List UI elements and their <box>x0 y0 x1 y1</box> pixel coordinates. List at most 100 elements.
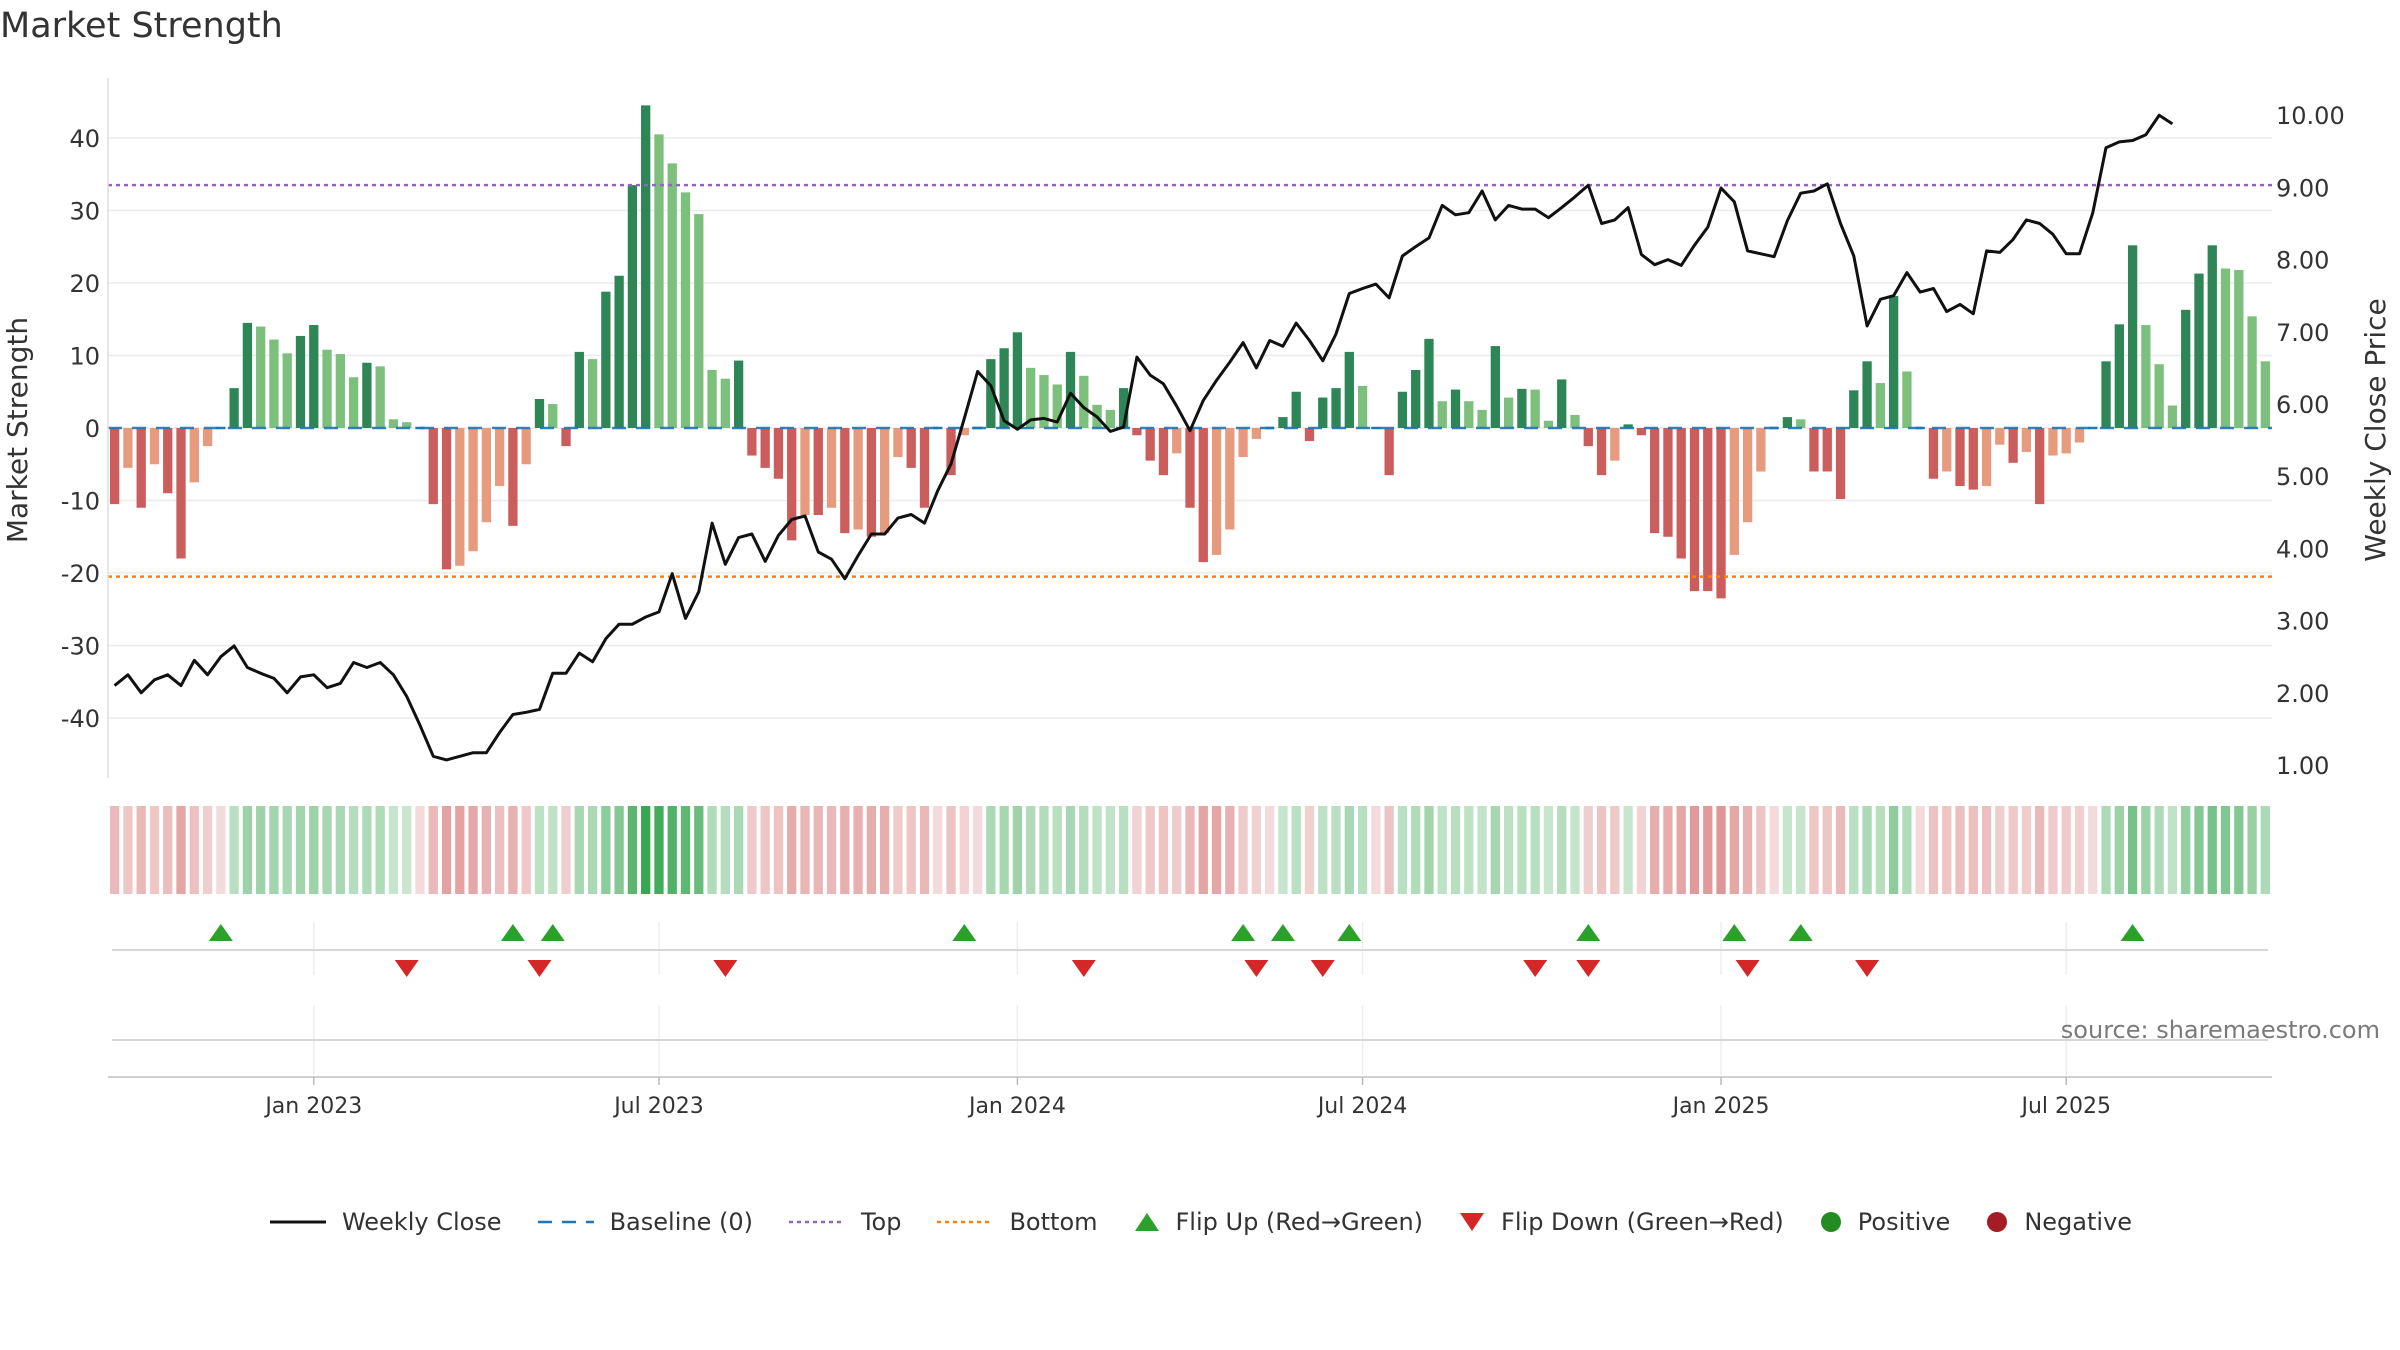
heat-cell <box>1570 806 1580 894</box>
heat-cell <box>1716 806 1726 894</box>
strength-bar <box>694 214 704 428</box>
heat-cell <box>1742 806 1753 894</box>
legend-item-baseline[interactable]: Baseline (0) <box>536 1208 753 1236</box>
heat-cell <box>1251 806 1262 894</box>
red-dot-icon <box>1987 1212 2008 1232</box>
legend-item-top[interactable]: Top <box>787 1208 901 1236</box>
strength-bar <box>189 428 199 483</box>
heat-cell <box>2207 806 2217 894</box>
strength-bar <box>1995 428 2005 445</box>
strength-bar <box>2074 428 2085 443</box>
heat-cell <box>1012 806 1023 894</box>
strength-bar <box>1849 390 1859 428</box>
strength-bar <box>494 428 505 486</box>
heat-cell <box>1902 806 1912 894</box>
legend-item-flip-down[interactable]: Flip Down (Green→Red) <box>1457 1208 1784 1236</box>
heat-cell <box>1238 806 1248 894</box>
heat-cell <box>322 806 332 894</box>
strength-bar <box>176 428 186 559</box>
axis-labels: Market Strength Weekly Close Price <box>1 298 2392 561</box>
x-tick-label: Jul 2024 <box>1316 1094 1408 1119</box>
heat-cell <box>402 806 412 894</box>
heat-cell <box>494 806 505 894</box>
strength-bar <box>1065 351 1076 428</box>
strength-bar <box>1344 351 1354 428</box>
heat-cell <box>1875 806 1886 894</box>
strength-bar <box>2154 364 2164 428</box>
heat-cell <box>972 806 983 894</box>
heat-cell <box>2260 806 2271 894</box>
heat-cell <box>136 806 146 894</box>
strength-bar <box>2181 309 2191 428</box>
strength-bar <box>959 428 969 436</box>
legend-label: Bottom <box>1009 1208 1098 1236</box>
heat-cell <box>720 806 730 894</box>
legend-label: Positive <box>1857 1208 1951 1236</box>
strength-bar <box>733 360 744 428</box>
strength-bar <box>1888 296 1899 428</box>
strength-bar <box>123 428 133 468</box>
flip-down-marker <box>1310 960 1335 977</box>
line-icon <box>269 1220 326 1224</box>
green-dot-icon <box>1820 1212 1841 1232</box>
strength-bar <box>1411 370 1421 428</box>
y2-tick-label: 6.00 <box>2276 391 2329 419</box>
heat-cell <box>587 806 598 894</box>
legend-item-weekly-close[interactable]: Weekly Close <box>268 1208 502 1236</box>
strength-bar <box>1650 428 1660 534</box>
heat-cell <box>654 806 664 894</box>
heat-cell <box>508 806 518 894</box>
strength-bar <box>1981 428 1992 486</box>
heat-cell <box>1079 806 1089 894</box>
strength-bar <box>2035 428 2045 505</box>
strength-bar <box>1636 428 1647 436</box>
heat-cell <box>1650 806 1660 894</box>
heat-cell <box>1132 806 1142 894</box>
legend-item-flip-up[interactable]: Flip Up (Red→Green) <box>1132 1208 1423 1236</box>
x-tick-label: Jan 2025 <box>1671 1094 1770 1119</box>
strength-bar <box>1623 424 1633 428</box>
heat-cell <box>614 806 624 894</box>
weekly-close-line <box>113 113 2174 762</box>
heat-cell <box>1782 806 1793 894</box>
heat-cell <box>866 806 877 894</box>
strength-bar <box>561 428 571 447</box>
heat-cell <box>747 806 757 894</box>
heat-cell <box>1955 806 1965 894</box>
strength-bar <box>202 428 213 447</box>
strength-bar <box>999 348 1009 428</box>
strength-bar <box>787 428 797 541</box>
strength-bar <box>1742 428 1753 523</box>
strength-bar <box>1331 388 1341 428</box>
strength-bar <box>1902 371 1912 428</box>
strength-bar <box>627 185 638 428</box>
heat-cell <box>760 806 770 894</box>
heat-cell <box>853 806 863 894</box>
strength-bar <box>2167 405 2178 428</box>
legend-label: Baseline (0) <box>609 1208 753 1236</box>
legend-item-negative[interactable]: Negative <box>1984 1208 2132 1236</box>
y-tick-label: 40 <box>69 125 100 153</box>
heat-strip <box>109 806 2271 894</box>
heat-cell <box>216 806 226 894</box>
heat-cell <box>1225 806 1235 894</box>
heat-cell <box>1477 806 1487 894</box>
strength-bar <box>1928 428 1939 479</box>
strength-bar <box>468 428 478 552</box>
heat-cell <box>1331 806 1341 894</box>
heat-cell <box>694 806 704 894</box>
strength-bar <box>813 428 823 515</box>
strength-bar <box>2008 428 2018 463</box>
legend-item-positive[interactable]: Positive <box>1818 1208 1951 1236</box>
strength-bar <box>1158 428 1169 476</box>
strength-bar <box>1185 428 1195 508</box>
strength-bar <box>1663 428 1673 537</box>
legend-item-bottom[interactable]: Bottom <box>935 1208 1098 1236</box>
heat-cell <box>1026 806 1036 894</box>
strength-bar <box>1450 389 1461 428</box>
heat-cell <box>1145 806 1155 894</box>
strength-bar <box>800 428 810 515</box>
flip-up-marker <box>1788 924 1813 941</box>
flip-down-marker <box>1735 960 1760 977</box>
